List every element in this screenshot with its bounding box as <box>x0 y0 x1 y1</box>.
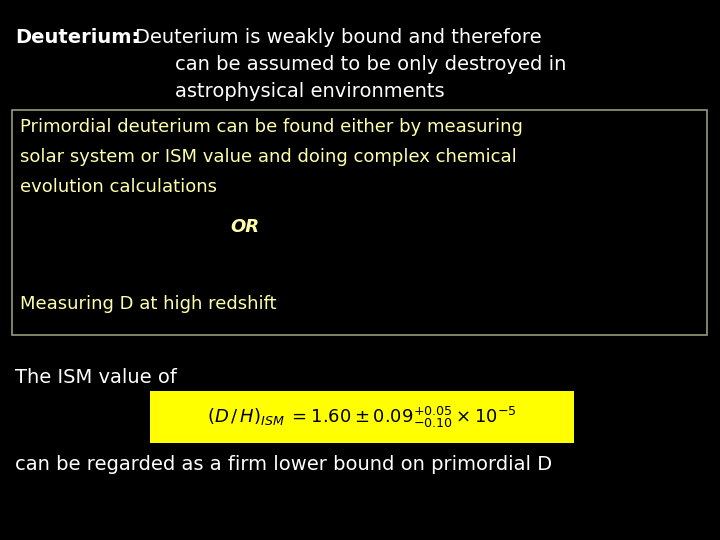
Text: solar system or ISM value and doing complex chemical: solar system or ISM value and doing comp… <box>20 148 517 166</box>
Text: can be assumed to be only destroyed in: can be assumed to be only destroyed in <box>175 55 567 74</box>
Text: Deuterium is weakly bound and therefore: Deuterium is weakly bound and therefore <box>135 28 541 47</box>
FancyBboxPatch shape <box>150 391 574 443</box>
Text: $(D\,/\,H)_{\mathit{ISM}}\;=1.60\pm0.09^{+0.05}_{-0.10}\times10^{-5}$: $(D\,/\,H)_{\mathit{ISM}}\;=1.60\pm0.09^… <box>207 404 517 429</box>
Text: The ISM value of: The ISM value of <box>15 368 177 387</box>
Text: can be regarded as a firm lower bound on primordial D: can be regarded as a firm lower bound on… <box>15 455 552 474</box>
Text: astrophysical environments: astrophysical environments <box>175 82 445 101</box>
Text: OR: OR <box>230 218 259 236</box>
Bar <box>12 110 707 335</box>
Text: Primordial deuterium can be found either by measuring: Primordial deuterium can be found either… <box>20 118 523 136</box>
Text: Deuterium:: Deuterium: <box>15 28 139 47</box>
Text: Measuring D at high redshift: Measuring D at high redshift <box>20 295 276 313</box>
Text: evolution calculations: evolution calculations <box>20 178 217 196</box>
